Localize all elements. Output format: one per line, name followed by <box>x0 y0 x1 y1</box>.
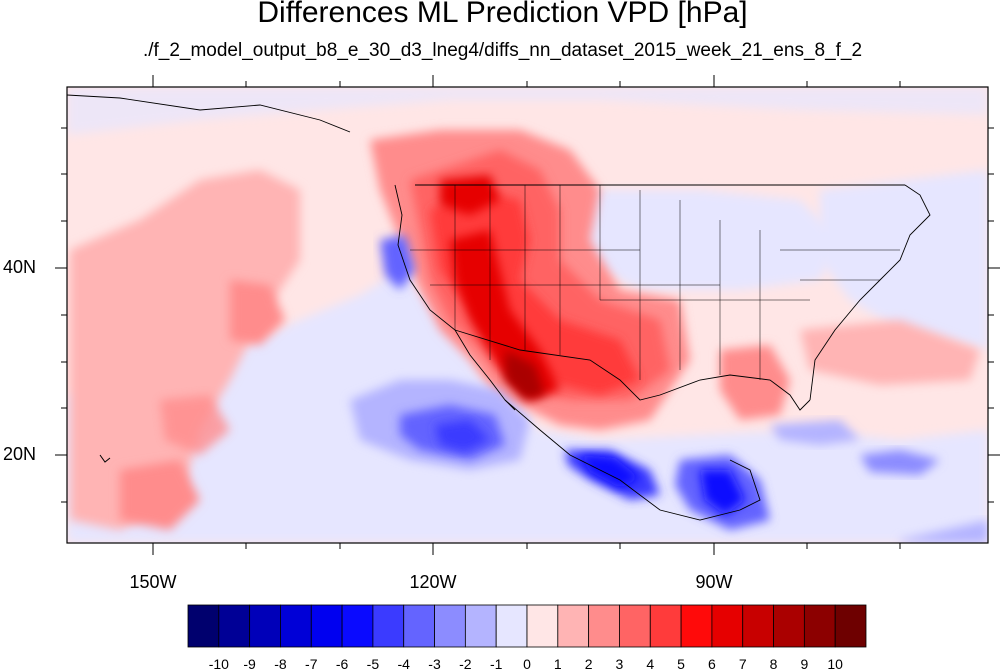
colorbar-tick-label: 10 <box>827 656 843 672</box>
colorbar-swatch <box>280 604 312 648</box>
colorbar-tick-label: 2 <box>584 656 593 672</box>
us-east-coast <box>809 184 931 401</box>
colorbar-tick-label: 4 <box>646 656 655 672</box>
colorbar-tick-label: 3 <box>615 656 624 672</box>
eastern-neutral-area <box>820 170 988 350</box>
colorbar-tick-label: -10 <box>208 656 229 672</box>
alaska-coast <box>67 94 351 133</box>
colorbar-tick-label: -3 <box>428 656 441 672</box>
us-southern-border <box>454 329 811 411</box>
colorbar-swatch <box>372 604 405 648</box>
colorbar-tick-label: -8 <box>274 656 287 672</box>
lat-label-20n: 20N <box>3 444 37 464</box>
mexico-coast <box>504 399 761 521</box>
colorbar-tick-label: -5 <box>366 656 380 672</box>
colorbar-tick-label: 6 <box>708 656 716 672</box>
colorbar-swatch <box>495 604 528 648</box>
hawaii <box>99 454 111 463</box>
pacific-plume <box>70 170 300 530</box>
colorbar-tick-label: -6 <box>335 656 349 672</box>
colorbar-swatch <box>310 604 343 648</box>
colorbar-swatch <box>218 604 251 648</box>
north-neutral-band <box>67 87 988 135</box>
colorbar-swatch <box>649 604 682 648</box>
colorbar-tick-label: 1 <box>553 656 562 672</box>
lon-label-120w: 120W <box>409 572 457 592</box>
pacific-neutral-area <box>67 270 988 543</box>
colorbar-tick-label: -1 <box>489 656 503 672</box>
colorbar-swatch <box>434 604 466 648</box>
colorbar <box>187 604 867 648</box>
colorbar-swatch <box>557 604 590 648</box>
colorbar-swatch <box>403 604 435 648</box>
latitude-ticks <box>55 127 1000 503</box>
colorbar-swatch <box>803 604 836 648</box>
colorbar-swatch <box>742 604 774 648</box>
colorbar-swatch <box>711 604 744 648</box>
lon-label-150w: 150W <box>129 572 177 592</box>
colorbar-swatch <box>619 604 651 648</box>
central-us-neutral-area <box>560 190 840 290</box>
colorbar-swatch <box>526 604 559 648</box>
vpd-difference-field <box>67 87 988 543</box>
colorbar-tick-label: 0 <box>523 656 531 672</box>
lat-label-40n: 40N <box>3 257 37 277</box>
colorbar-tick-label: 8 <box>769 656 778 672</box>
map-title: Differences ML Prediction VPD [hPa] <box>257 0 748 29</box>
map-subtitle: ./f_2_model_output_b8_e_30_d3_lneg4/diff… <box>142 40 863 61</box>
colorbar-swatch <box>249 604 281 648</box>
colorbar-swatch <box>187 604 220 648</box>
colorbar-tick-label: -2 <box>459 656 472 672</box>
colorbar-swatch <box>680 604 713 648</box>
colorbar-tick-label: -7 <box>305 656 318 672</box>
colorbar-swatch <box>341 604 374 648</box>
longitude-ticks <box>152 75 901 555</box>
colorbar-tick-label: -4 <box>397 656 410 672</box>
colorbar-swatch <box>834 604 867 648</box>
colorbar-tick-label: 5 <box>677 656 685 672</box>
colorbar-swatch <box>464 604 497 648</box>
colorbar-swatch <box>773 604 805 648</box>
lon-label-90w: 90W <box>695 572 733 592</box>
us-west-coast <box>394 184 516 411</box>
colorbar-swatch <box>588 604 620 648</box>
coastlines-and-borders <box>67 94 931 521</box>
colorbar-tick-label: 9 <box>800 656 809 672</box>
state-borders <box>410 185 900 380</box>
colorbar-tick-label: -9 <box>243 656 256 672</box>
colorbar-tick-label: 7 <box>738 656 747 672</box>
